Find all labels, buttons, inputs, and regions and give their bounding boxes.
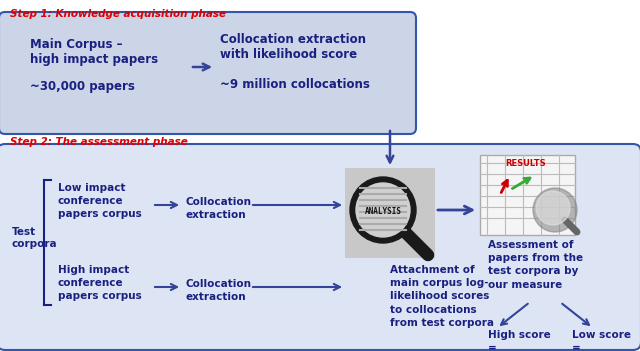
- Text: Collocation
extraction: Collocation extraction: [186, 279, 252, 302]
- Text: Step 2: The assessment phase: Step 2: The assessment phase: [10, 137, 188, 147]
- Text: RESULTS: RESULTS: [505, 159, 546, 168]
- Text: Assessment of
papers from the
test corpora by
our measure: Assessment of papers from the test corpo…: [488, 240, 583, 290]
- Text: Test
corpora: Test corpora: [12, 227, 58, 249]
- Text: Low impact
conference
papers corpus: Low impact conference papers corpus: [58, 183, 141, 219]
- Circle shape: [533, 188, 577, 232]
- Text: Collocation extraction: Collocation extraction: [220, 33, 366, 46]
- Text: Attachment of
main corpus log-
likelihood scores
to collocations
from test corpo: Attachment of main corpus log- likelihoo…: [390, 265, 494, 328]
- Text: Collocation
extraction: Collocation extraction: [186, 197, 252, 220]
- FancyBboxPatch shape: [0, 144, 640, 350]
- Text: Low score
=
low quality: Low score = low quality: [572, 330, 637, 351]
- FancyBboxPatch shape: [480, 155, 575, 235]
- Text: with likelihood score: with likelihood score: [220, 48, 357, 61]
- Text: ~30,000 papers: ~30,000 papers: [30, 80, 135, 93]
- FancyBboxPatch shape: [345, 168, 435, 258]
- Text: high impact papers: high impact papers: [30, 53, 158, 66]
- Circle shape: [350, 177, 416, 243]
- Text: ~9 million collocations: ~9 million collocations: [220, 78, 370, 91]
- Circle shape: [356, 183, 410, 237]
- Text: High impact
conference
papers corpus: High impact conference papers corpus: [58, 265, 141, 302]
- Text: ANALYSIS: ANALYSIS: [365, 207, 401, 217]
- Circle shape: [536, 191, 570, 225]
- FancyBboxPatch shape: [0, 12, 416, 134]
- Text: Step 1: Knowledge acquisition phase: Step 1: Knowledge acquisition phase: [10, 9, 226, 19]
- Text: High score
=
high quality: High score = high quality: [488, 330, 559, 351]
- Text: Main Corpus –: Main Corpus –: [30, 38, 122, 51]
